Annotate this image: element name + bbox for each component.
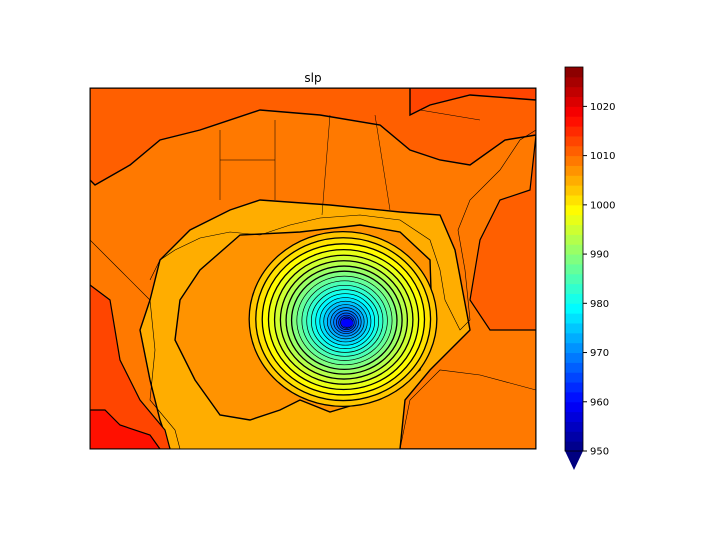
colorbar-tick-label: 1000 — [590, 200, 615, 211]
colorbar-tick-label: 960 — [590, 397, 609, 408]
colorbar-band — [565, 431, 583, 442]
colorbar-band — [565, 293, 583, 304]
colorbar-tick-label: 1010 — [590, 151, 615, 162]
colorbar-tick-label: 950 — [590, 447, 609, 458]
coastline-south — [90, 239, 536, 449]
coastline — [149, 129, 536, 331]
colorbar-frame — [564, 66, 584, 452]
colorbar-band — [565, 254, 583, 265]
axes-frame — [89, 87, 537, 450]
colorbar-band — [565, 362, 583, 373]
colorbar-band — [565, 165, 583, 176]
colorbar-band — [565, 96, 583, 107]
contour-1008 — [90, 88, 536, 449]
colorbar-band — [565, 323, 583, 334]
colorbar-band — [565, 313, 583, 324]
state-borders — [219, 109, 481, 216]
low-center — [341, 319, 353, 327]
colorbar-band — [565, 411, 583, 422]
contour-1010-north — [90, 88, 536, 186]
colorbar-band — [565, 76, 583, 88]
colorbar-band — [565, 145, 583, 157]
colorbar-band — [565, 332, 583, 344]
colorbar-tick-label: 970 — [590, 348, 609, 359]
colorbar-band — [565, 106, 583, 117]
colorbar-band — [565, 342, 583, 354]
colorbar-band — [565, 67, 583, 78]
colorbar-band — [565, 391, 583, 403]
colorbar-band — [565, 116, 583, 127]
colorbar-tick-label: 980 — [590, 299, 609, 310]
map-axes — [90, 88, 536, 449]
colorbar-band — [565, 283, 583, 294]
colorbar-band — [565, 401, 583, 413]
colorbar-extend-arrow — [565, 451, 583, 470]
colorbar-band — [565, 421, 583, 432]
contour-1012-sw — [90, 284, 171, 449]
colorbar-band — [565, 155, 583, 166]
colorbar-band — [565, 135, 583, 147]
contour-1010-east — [469, 134, 536, 331]
colorbar-band — [565, 214, 583, 226]
colorbar-band — [565, 234, 583, 245]
colorbar-band — [565, 441, 583, 452]
colorbar: 950 960 970 980 990 1000 1010 1020 — [564, 66, 615, 470]
colorbar-band — [565, 204, 583, 216]
colorbar-band — [565, 263, 583, 275]
colorbar-tick-label: 990 — [590, 250, 609, 261]
colorbar-band — [565, 195, 583, 206]
colorbar-band — [565, 224, 583, 235]
contour-1016-sw — [90, 409, 161, 449]
colorbar-band — [565, 303, 583, 314]
contour-1012 — [409, 88, 536, 117]
plot-title: slp — [304, 71, 321, 85]
colorbar-band — [565, 126, 583, 137]
colorbar-band — [565, 175, 583, 186]
colorbar-band — [565, 244, 583, 255]
colorbar-band — [565, 86, 583, 98]
colorbar-band — [565, 185, 583, 196]
colorbar-band — [565, 372, 583, 383]
colorbar-band — [565, 352, 583, 363]
colorbar-tick-label: 1020 — [590, 102, 615, 113]
colorbar-band — [565, 273, 583, 285]
colorbar-band — [565, 382, 583, 393]
